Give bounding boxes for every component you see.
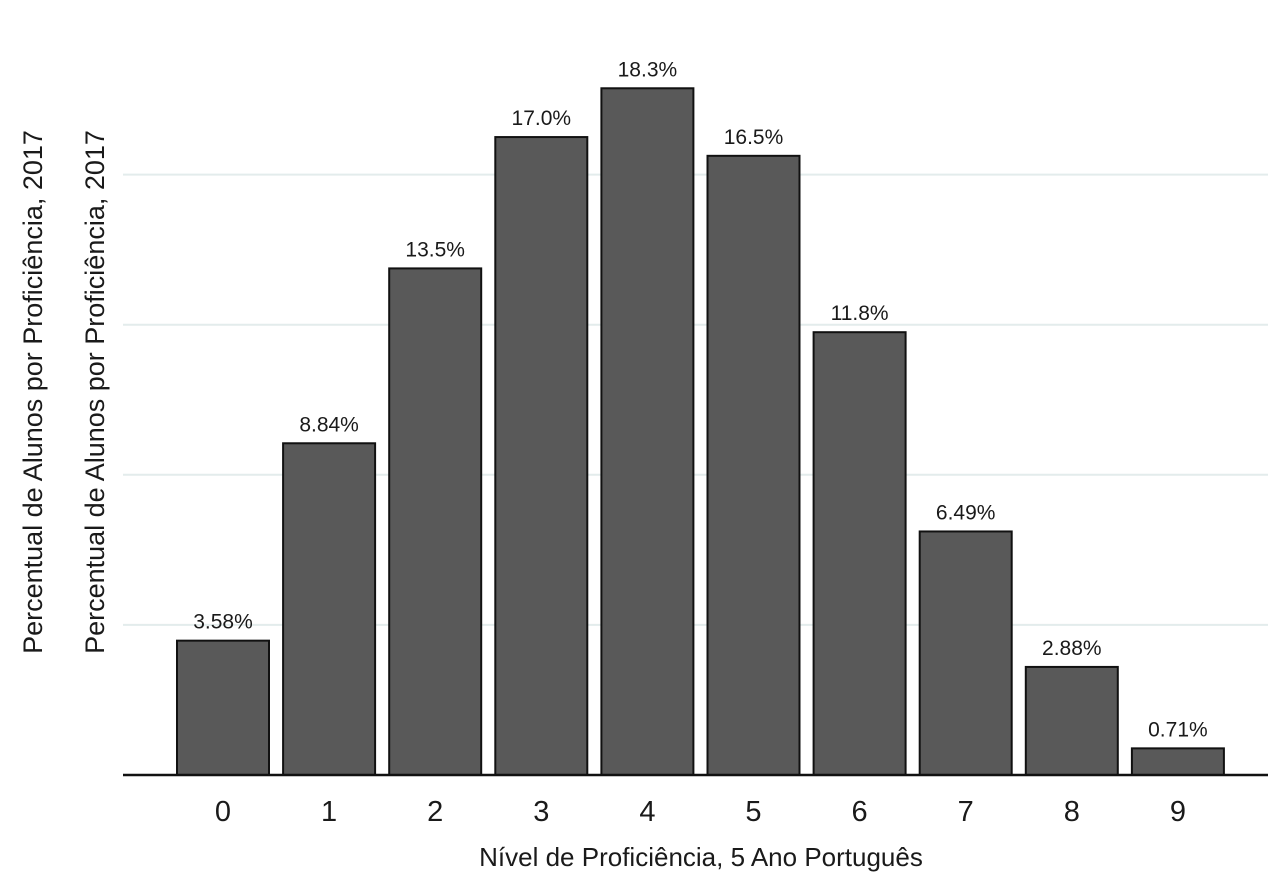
x-tick-label-8: 8 [1064,796,1080,828]
data-label-6: 11.8% [831,302,889,325]
bar-9 [1130,747,1225,776]
bar-6 [812,331,907,776]
x-tick-labels: 0 1 2 3 4 5 6 7 8 9 [215,796,1186,828]
data-label-4: 18.3% [618,58,678,81]
data-label-9: 0.71% [1148,718,1208,741]
data-label-1: 8.84% [299,413,359,436]
bar-8 [1024,665,1119,777]
x-tick-label-1: 1 [321,796,337,828]
x-tick-label-9: 9 [1170,796,1186,828]
y-axis-label: Percentual de Alunos por Proficiência, 2… [18,130,48,654]
y-axis-label-duplicate: Percentual de Alunos por Proficiência, 2… [80,130,110,654]
data-label-7: 6.49% [936,501,996,524]
bar-7 [918,530,1013,776]
x-axis-label: Nível de Proficiência, 5 Ano Português [479,842,923,872]
bar-3 [494,136,589,777]
bar-0 [176,639,270,776]
bar-1 [282,442,377,776]
x-tick-label-2: 2 [427,796,443,828]
bar-4 [600,87,695,777]
x-tick-label-6: 6 [852,796,868,828]
value-labels: 3.58% 8.84% 13.5% 17.0% 18.3% 16.5% 11.8% 6.49%… [193,58,1207,741]
x-tick-label-4: 4 [639,796,655,828]
x-tick-label-3: 3 [533,796,549,828]
bar-5 [706,154,801,776]
bars [176,87,1225,777]
bar-2 [388,267,483,776]
data-label-2: 13.5% [405,238,465,261]
data-label-8: 2.88% [1042,637,1102,660]
x-tick-label-5: 5 [745,796,761,828]
x-tick-label-0: 0 [215,796,231,828]
data-label-3: 17.0% [512,107,572,130]
data-label-0: 3.58% [193,611,253,634]
x-tick-label-7: 7 [958,796,974,828]
data-label-5: 16.5% [724,126,784,149]
